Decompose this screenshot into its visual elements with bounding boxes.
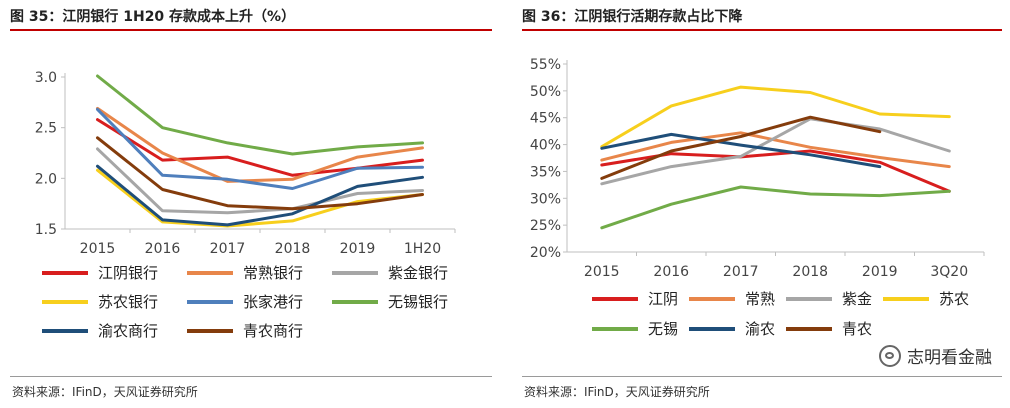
- series-line: [600, 131, 951, 169]
- y-tick-label: 25%: [530, 218, 561, 234]
- watermark: 志明看金融: [879, 343, 992, 368]
- series-line: [96, 147, 424, 215]
- legend-swatch: [42, 270, 88, 275]
- legend-swatch: [187, 328, 233, 333]
- legend-item: 青农商行: [187, 320, 303, 341]
- y-tick-label: 45%: [530, 111, 561, 127]
- line-chart-deposit-cost: 1.5 2.0 2.5 3.0 2015 2016 2017 2018 2019 1H20: [35, 70, 456, 257]
- x-tick-label: 2019: [340, 241, 376, 257]
- series-line: [96, 136, 424, 211]
- legend-swatch: [883, 296, 929, 301]
- legend-swatch: [42, 328, 88, 333]
- legend-label: 无锡银行: [388, 293, 449, 311]
- chart-panel-demand-deposit-share: 图 36：江阴银行活期存款占比下降 20% 25% 30% 35% 40% 45% 50% 5…: [512, 0, 1010, 408]
- legend-item: 张家港行: [187, 291, 303, 312]
- source-rule: [10, 376, 492, 377]
- legend-label: 常熟银行: [243, 264, 304, 282]
- y-tick-label: 2.5: [35, 121, 57, 137]
- legend-swatch: [187, 270, 233, 275]
- legend-label: 无锡: [648, 320, 679, 338]
- legend-label: 苏农: [939, 290, 970, 308]
- x-tick-label: 3Q20: [930, 264, 968, 280]
- y-tick-label: 50%: [530, 84, 561, 100]
- series-line: [600, 132, 882, 169]
- x-tick-label: 2019: [862, 264, 898, 280]
- legend-item: 紫金银行: [332, 262, 448, 283]
- series-line: [96, 168, 424, 228]
- watermark-text: 志明看金融: [907, 348, 992, 368]
- x-tick-label: 2015: [584, 264, 620, 280]
- y-tick-label: 40%: [530, 138, 561, 154]
- series-line: [96, 74, 424, 156]
- source-rule: [522, 376, 1002, 377]
- series-line: [600, 85, 951, 149]
- x-tick-label: 1H20: [404, 241, 441, 257]
- legend-label: 张家港行: [243, 293, 304, 311]
- legend-label: 青农商行: [243, 322, 304, 340]
- legend-label: 紫金银行: [388, 264, 449, 282]
- legend-swatch: [786, 296, 832, 301]
- line-chart-demand-deposit-share: 20% 25% 30% 35% 40% 45% 50% 55% 2015 2016 2017 2018…: [530, 57, 985, 280]
- legend-swatch: [332, 270, 378, 275]
- y-tick-label: 3.0: [35, 70, 57, 86]
- y-tick-label: 55%: [530, 57, 561, 73]
- x-tick-label: 2018: [275, 241, 311, 257]
- legend-item: 无锡: [592, 318, 678, 339]
- series-line: [96, 107, 424, 190]
- x-tick-label: 2016: [145, 241, 181, 257]
- legend-label: 渝农商行: [98, 322, 159, 340]
- series-line: [96, 106, 424, 183]
- chart-title: 图 35：江阴银行 1H20 存款成本上升（%）: [10, 9, 296, 25]
- legend-item: 江阴银行: [42, 262, 158, 283]
- x-tick-label: 2015: [80, 241, 116, 257]
- legend-swatch: [187, 299, 233, 304]
- x-tick-label: 2017: [210, 241, 246, 257]
- series-line: [600, 185, 951, 230]
- legend-item: 苏农银行: [42, 291, 158, 312]
- series-line: [96, 164, 424, 227]
- source-note: 资料来源：IFinD，天风证券研究所: [12, 385, 198, 399]
- legend-label: 常熟: [745, 290, 776, 308]
- source-note: 资料来源：IFinD，天风证券研究所: [524, 385, 710, 399]
- series-line: [600, 115, 882, 180]
- y-tick-label: 30%: [530, 191, 561, 207]
- title-rule: [10, 29, 492, 31]
- legend-item: 苏农: [883, 288, 969, 309]
- legend-item: 常熟: [689, 288, 775, 309]
- legend-swatch: [786, 326, 832, 331]
- x-tick-label: 2018: [792, 264, 828, 280]
- x-tick-label: 2016: [653, 264, 689, 280]
- legend-swatch: [42, 299, 88, 304]
- chart-panel-deposit-cost: 图 35：江阴银行 1H20 存款成本上升（%） 1.5 2.0 2.5 3.0 201…: [0, 0, 500, 408]
- y-tick-label: 2.0: [35, 171, 57, 187]
- legend-swatch: [689, 326, 735, 331]
- legend-label: 苏农银行: [98, 293, 159, 311]
- legend-label: 青农: [842, 320, 873, 338]
- legend-label: 江阴: [648, 290, 679, 308]
- legend-item: 紫金: [786, 288, 872, 309]
- legend-item: 渝农商行: [42, 320, 158, 341]
- title-rule: [522, 29, 1002, 31]
- legend-label: 渝农: [745, 320, 776, 338]
- legend-item: 常熟银行: [187, 262, 303, 283]
- legend-item: 江阴: [592, 288, 678, 309]
- legend-swatch: [332, 299, 378, 304]
- legend-item: 渝农: [689, 318, 775, 339]
- legend-label: 紫金: [842, 290, 873, 308]
- y-tick-label: 1.5: [35, 222, 57, 238]
- x-tick-label: 2017: [723, 264, 759, 280]
- y-tick-label: 20%: [530, 245, 561, 261]
- legend-swatch: [689, 296, 735, 301]
- chart-title: 图 36：江阴银行活期存款占比下降: [522, 9, 743, 25]
- wechat-icon: [879, 344, 901, 367]
- series-line: [600, 117, 951, 186]
- y-tick-label: 35%: [530, 164, 561, 180]
- legend-item: 无锡银行: [332, 291, 448, 312]
- legend-swatch: [592, 296, 638, 301]
- legend-item: 青农: [786, 318, 872, 339]
- legend-label: 江阴银行: [98, 264, 159, 282]
- legend-swatch: [592, 326, 638, 331]
